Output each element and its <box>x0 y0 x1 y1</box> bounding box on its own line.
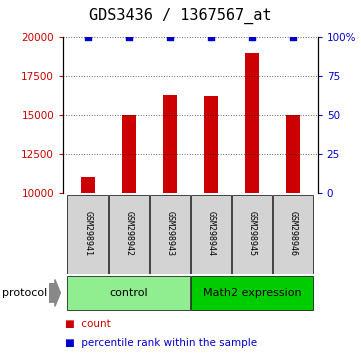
Point <box>167 34 173 40</box>
Bar <box>149 195 190 274</box>
Bar <box>68 195 108 274</box>
Point <box>290 34 296 40</box>
Point <box>249 34 255 40</box>
Bar <box>273 195 313 274</box>
Bar <box>191 195 231 274</box>
Bar <box>68 276 190 310</box>
Text: GSM298945: GSM298945 <box>248 211 257 256</box>
Bar <box>122 115 136 193</box>
Bar <box>245 53 259 193</box>
Text: control: control <box>109 288 148 298</box>
Bar <box>232 195 272 274</box>
Text: GSM298943: GSM298943 <box>165 211 174 256</box>
Text: GDS3436 / 1367567_at: GDS3436 / 1367567_at <box>89 8 272 24</box>
Bar <box>286 115 300 193</box>
Point <box>126 34 132 40</box>
Text: ■  percentile rank within the sample: ■ percentile rank within the sample <box>65 338 257 348</box>
Bar <box>204 96 218 193</box>
Bar <box>109 195 149 274</box>
Bar <box>81 177 95 193</box>
Text: GSM298942: GSM298942 <box>124 211 133 256</box>
Text: GSM298944: GSM298944 <box>206 211 216 256</box>
Point <box>208 34 214 40</box>
Text: GSM298941: GSM298941 <box>83 211 92 256</box>
Text: Math2 expression: Math2 expression <box>203 288 301 298</box>
Bar <box>163 95 177 193</box>
FancyArrow shape <box>49 280 60 306</box>
Point <box>85 34 91 40</box>
Text: ■  count: ■ count <box>65 319 111 329</box>
Text: protocol: protocol <box>2 288 47 298</box>
Bar <box>191 276 313 310</box>
Text: GSM298946: GSM298946 <box>288 211 297 256</box>
